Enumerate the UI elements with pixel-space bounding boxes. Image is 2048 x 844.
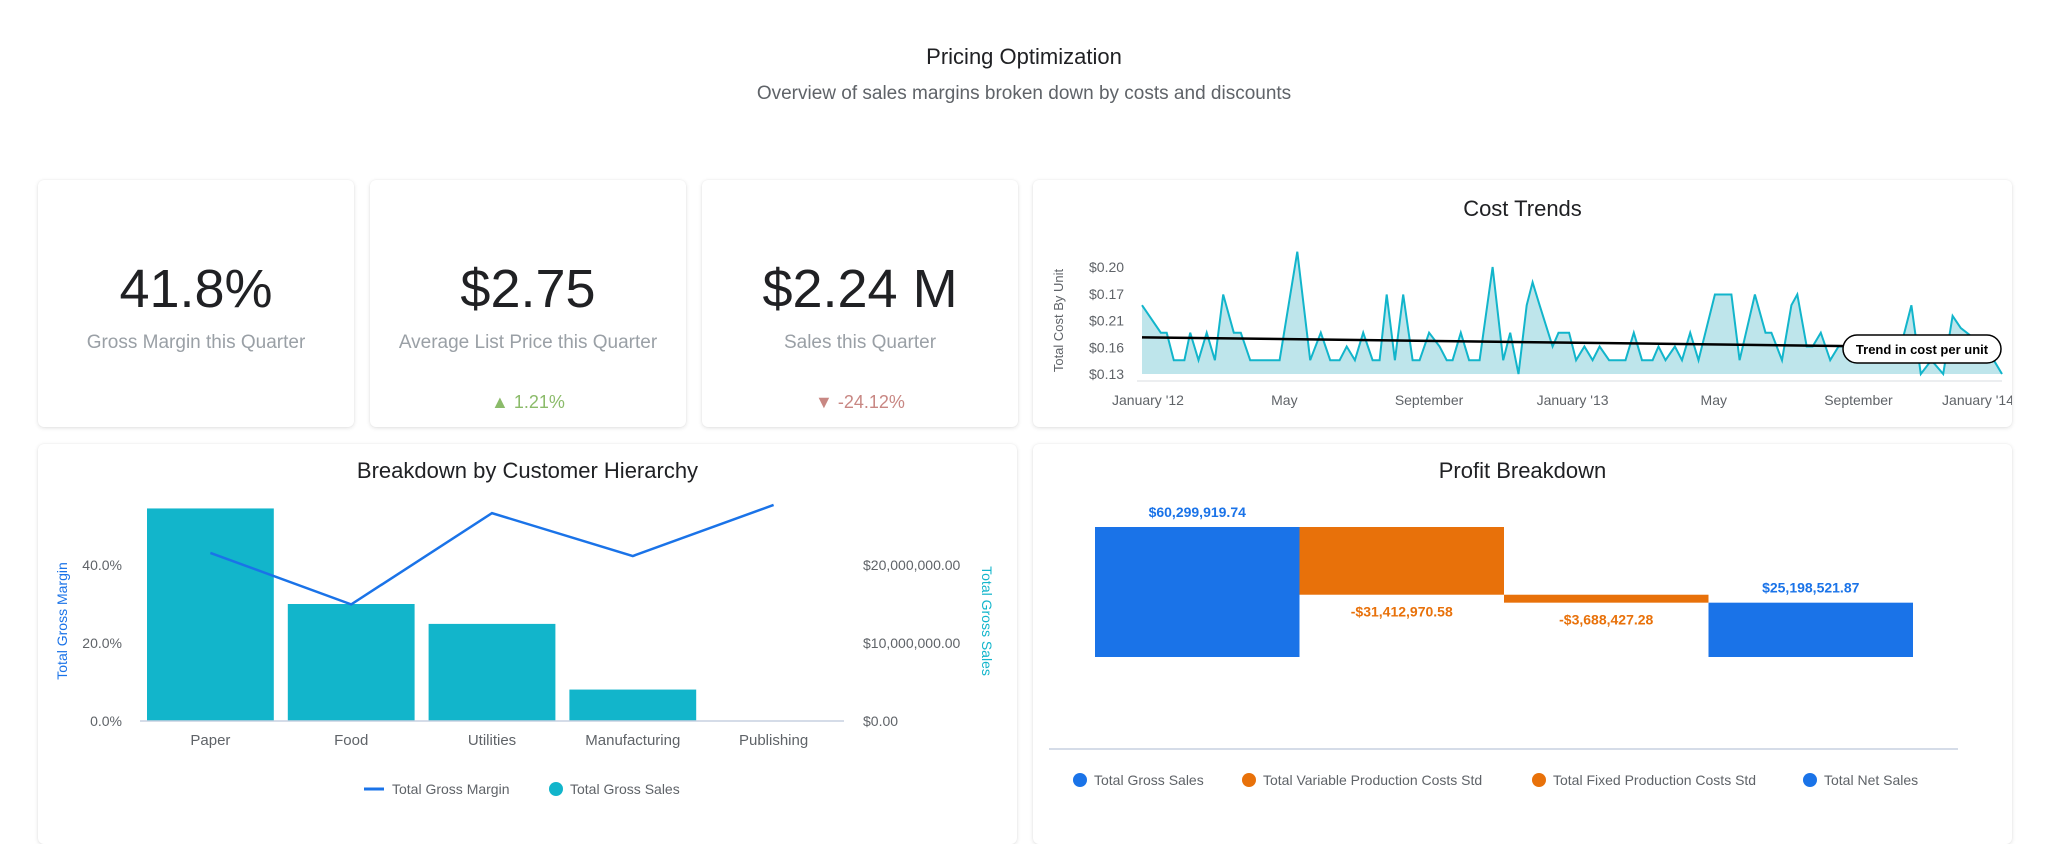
profit-breakdown-card: Profit Breakdown $60,299,919.74-$31,412,… bbox=[1033, 444, 2012, 844]
y-tick-label: $0.16 bbox=[1089, 339, 1124, 355]
legend-label: Total Gross Margin bbox=[392, 781, 509, 797]
kpi-delta-value: 1.21% bbox=[514, 392, 565, 412]
x-tick-label: January '13 bbox=[1537, 392, 1609, 408]
y-tick-label-right: $0.00 bbox=[863, 713, 898, 729]
kpi-card-sales: $2.24 M Sales this Quarter ▼ -24.12% bbox=[702, 180, 1018, 427]
x-tick-label: May bbox=[1701, 392, 1727, 408]
kpi-value: 41.8% bbox=[38, 258, 354, 320]
kpi-label: Gross Margin this Quarter bbox=[38, 332, 354, 354]
x-tick-label: Publishing bbox=[739, 732, 808, 749]
legend-dot-icon bbox=[1803, 773, 1817, 787]
kpi-card-avg-list-price: $2.75 Average List Price this Quarter ▲ … bbox=[370, 180, 686, 427]
x-tick-label: January '12 bbox=[1112, 392, 1184, 408]
legend-label: Total Gross Sales bbox=[1094, 772, 1204, 788]
x-tick-label: January '14 bbox=[1942, 392, 2012, 408]
legend-label: Total Fixed Production Costs Std bbox=[1553, 772, 1756, 788]
x-tick-label: Utilities bbox=[468, 732, 516, 749]
kpi-delta: ▲ 1.21% bbox=[370, 392, 686, 413]
triangle-down-icon: ▼ bbox=[815, 392, 833, 412]
data-label: $25,198,521.87 bbox=[1762, 580, 1860, 596]
legend-label: Total Net Sales bbox=[1824, 772, 1918, 788]
triangle-up-icon: ▲ bbox=[491, 392, 509, 412]
data-label: $60,299,919.74 bbox=[1149, 504, 1247, 520]
y-axis-label-right: Total Gross Sales bbox=[979, 566, 995, 676]
cost-trends-chart: $0.13 $0.16 $0.21 $0.17 $0.20 Total Cost By U… bbox=[1033, 180, 2012, 427]
kpi-delta: ▼ -24.12% bbox=[702, 392, 1018, 413]
legend-label: Total Gross Sales bbox=[570, 781, 680, 797]
legend-label: Total Variable Production Costs Std bbox=[1263, 772, 1482, 788]
y-tick-label-right: $10,000,000.00 bbox=[863, 635, 961, 651]
kpi-delta-value: -24.12% bbox=[838, 392, 905, 412]
waterfall-bar bbox=[1095, 527, 1300, 657]
kpi-label: Average List Price this Quarter bbox=[370, 332, 686, 354]
kpi-label: Sales this Quarter bbox=[702, 332, 1018, 354]
kpi-value: $2.75 bbox=[370, 258, 686, 320]
bar-utilities bbox=[429, 624, 556, 721]
profit-breakdown-chart: $60,299,919.74 -$31,412,970.58 -$3,688,427… bbox=[1033, 444, 2012, 844]
bar-food bbox=[288, 604, 415, 721]
waterfall-bar bbox=[1504, 595, 1709, 603]
y-tick-label-left: 0.0% bbox=[90, 713, 122, 729]
legend-dot-icon bbox=[1073, 773, 1087, 787]
x-tick-label: September bbox=[1395, 392, 1464, 408]
gross-margin-line bbox=[210, 505, 773, 604]
y-tick-label: $0.13 bbox=[1089, 366, 1124, 382]
y-tick-label: $0.17 bbox=[1089, 286, 1124, 302]
x-tick-label: September bbox=[1824, 392, 1893, 408]
legend-dot-icon bbox=[1532, 773, 1546, 787]
y-tick-label-right: $20,000,000.00 bbox=[863, 557, 961, 573]
kpi-card-gross-margin: 41.8% Gross Margin this Quarter bbox=[38, 180, 354, 427]
y-tick-label-left: 40.0% bbox=[82, 557, 122, 573]
y-axis-label: Total Cost By Unit bbox=[1051, 268, 1066, 372]
x-tick-label: Paper bbox=[190, 732, 230, 749]
x-tick-label: May bbox=[1271, 392, 1297, 408]
y-tick-label: $0.21 bbox=[1089, 313, 1124, 329]
data-label: -$3,688,427.28 bbox=[1559, 612, 1653, 628]
trend-label: Trend in cost per unit bbox=[1856, 342, 1989, 357]
legend-dot-icon bbox=[1242, 773, 1256, 787]
waterfall-bar bbox=[1300, 527, 1505, 595]
x-tick-label: Food bbox=[334, 732, 368, 749]
waterfall-bar bbox=[1709, 603, 1914, 657]
page-title: Pricing Optimization bbox=[0, 44, 2048, 70]
y-axis-label-left: Total Gross Margin bbox=[54, 562, 70, 679]
data-label: -$31,412,970.58 bbox=[1351, 604, 1453, 620]
bar-manufacturing bbox=[569, 690, 696, 721]
y-tick-label: $0.20 bbox=[1089, 259, 1124, 275]
y-tick-label-left: 20.0% bbox=[82, 635, 122, 651]
customer-hierarchy-chart: Paper Food Utilities Manufacturing Publishin… bbox=[38, 444, 1017, 844]
kpi-value: $2.24 M bbox=[702, 258, 1018, 320]
bar-paper bbox=[147, 508, 274, 721]
legend-dot-icon bbox=[549, 782, 563, 796]
x-tick-label: Manufacturing bbox=[585, 732, 680, 749]
page-subtitle: Overview of sales margins broken down by… bbox=[0, 83, 2048, 105]
